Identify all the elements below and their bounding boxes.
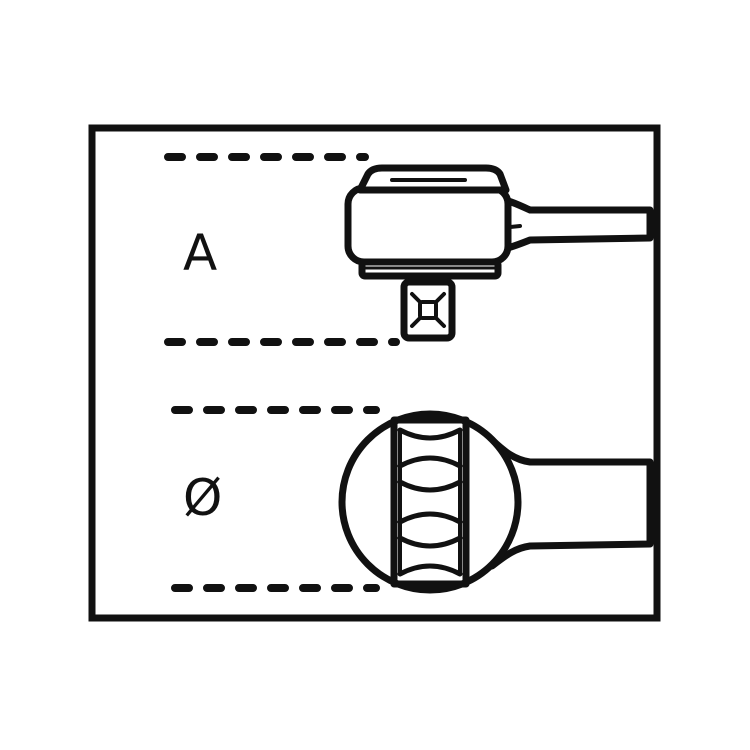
ring-outer-circle [338,410,522,594]
ring-socket-profile [390,416,470,588]
diagram-frame [88,124,661,622]
dimension-diameter-label: Ø [183,469,222,527]
dimension-diameter-lines [171,406,380,592]
ring-end-front-view-icon [338,410,654,594]
dimension-a-label: A [183,224,217,282]
dimension-a-lines [164,153,400,346]
ratchet-head-body [344,184,512,266]
ratchet-head-side-view-icon [344,164,654,342]
